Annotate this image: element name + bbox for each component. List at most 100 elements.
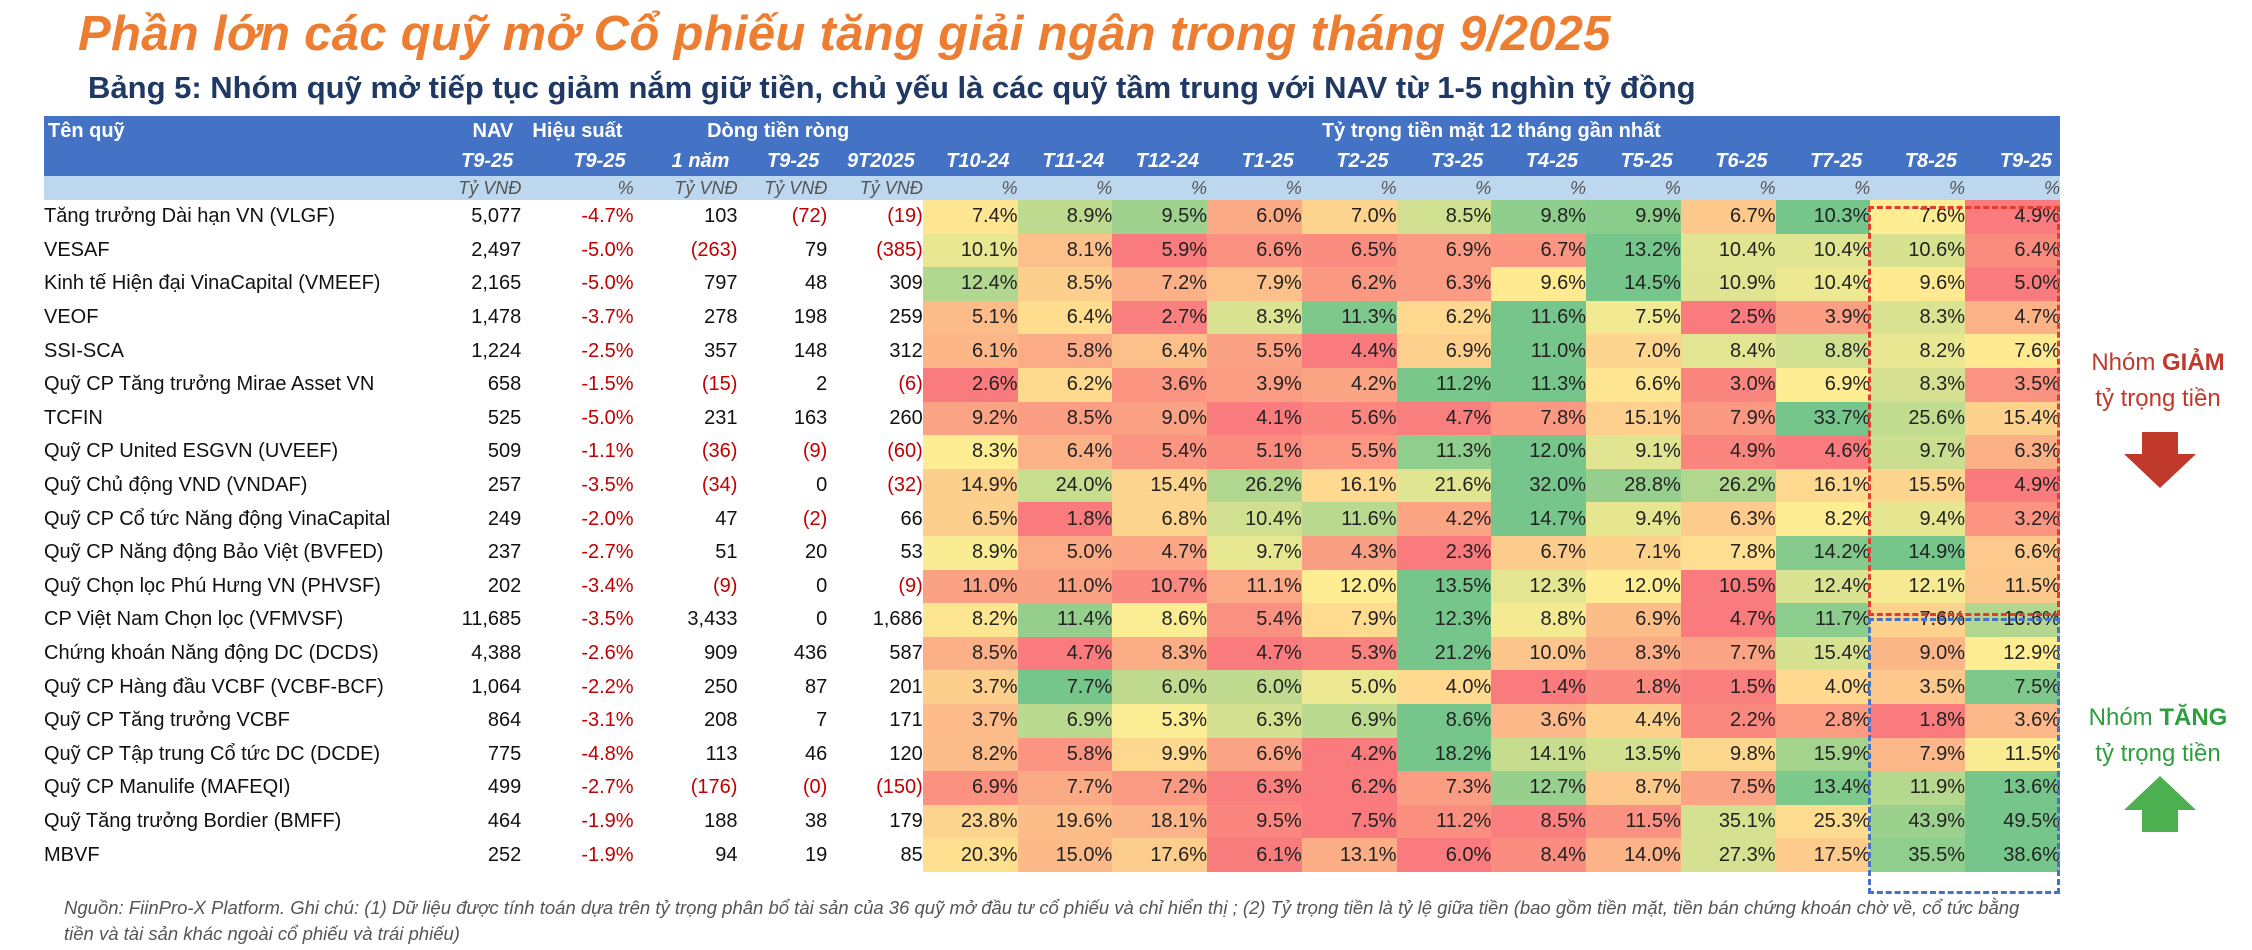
cash-weight-cell: 4.9% xyxy=(1965,468,2060,503)
cash-weight-cell: 10.4% xyxy=(1775,233,1871,268)
flow-1y-cell: (9) xyxy=(713,574,738,597)
cash-weight-cell: 4.3% xyxy=(1301,535,1397,570)
cash-weight-cell: 13.1% xyxy=(1301,838,1397,872)
flow-1y-cell: (34) xyxy=(701,474,738,497)
increase-label-suffix: tỷ trọng tiền xyxy=(2095,740,2221,767)
cash-weight-cell: 6.6% xyxy=(1207,233,1302,268)
decrease-label-bold: GIẢM xyxy=(2162,349,2225,376)
cash-weight-cell: 8.5% xyxy=(922,636,1018,671)
cash-weight-cell: 9.9% xyxy=(1112,737,1208,772)
cash-weight-cell: 4.7% xyxy=(1017,636,1113,671)
cash-weight-cell: 8.5% xyxy=(1017,401,1113,436)
cash-weight-cell: 10.9% xyxy=(1680,267,1776,301)
flow-1y-cell: (36) xyxy=(701,440,738,463)
unit-label-8: % xyxy=(1207,176,1302,200)
fund-name-cell: CP Việt Nam Chọn lọc (VFMVSF) xyxy=(44,608,344,631)
cash-weight-cell: 13.5% xyxy=(1586,737,1681,772)
flow-t9-cell: (2) xyxy=(802,507,828,530)
cash-weight-cell: 14.9% xyxy=(1870,535,1966,570)
fund-name-cell: Kinh tế Hiện đại VinaCapital (VMEEF) xyxy=(44,272,381,295)
cash-weight-cell: 14.5% xyxy=(1586,267,1681,301)
cash-weight-cell: 11.3% xyxy=(1301,300,1397,335)
cash-weight-cell: 6.7% xyxy=(1680,200,1776,234)
cash-weight-cell: 7.8% xyxy=(1680,535,1776,570)
cash-weight-cell: 24.0% xyxy=(1017,468,1113,503)
cash-weight-cell: 18.1% xyxy=(1112,804,1208,839)
cash-weight-cell: 6.3% xyxy=(1965,435,2060,469)
flow-9t-cell: (6) xyxy=(898,373,923,396)
cash-weight-cell: 6.2% xyxy=(1301,771,1397,805)
nav-cell: 252 xyxy=(487,843,522,866)
cash-weight-cell: 26.2% xyxy=(1207,468,1302,503)
cash-weight-cell: 7.3% xyxy=(1396,771,1492,805)
cash-weight-cell: 6.5% xyxy=(1301,233,1397,268)
nav-cell: 202 xyxy=(487,574,522,597)
cash-weight-cell: 7.7% xyxy=(1680,636,1776,671)
header-period-15: T8-25 xyxy=(1870,146,1966,176)
cash-weight-cell: 7.7% xyxy=(1017,670,1113,704)
cash-weight-cell: 13.6% xyxy=(1965,771,2060,805)
header-period-7: T12-24 xyxy=(1112,146,1208,176)
table-row: Quỹ Tăng trưởng Bordier (BMFF) 464 -1.9% 18… xyxy=(44,804,2060,839)
cash-weight-cell: 6.5% xyxy=(922,502,1018,536)
header-nav: NAV xyxy=(434,116,522,146)
flow-9t-cell: (385) xyxy=(876,238,923,261)
cash-weight-cell: 6.9% xyxy=(1396,233,1492,268)
cash-weight-cell: 3.6% xyxy=(1112,367,1208,402)
performance-cell: -1.9% xyxy=(581,843,634,866)
table-row: Quỹ CP Tăng trưởng Mirae Asset VN 658 -1.5… xyxy=(44,367,2060,402)
flow-t9-cell: 38 xyxy=(805,809,828,832)
cash-weight-cell: 12.4% xyxy=(922,267,1018,301)
header-period-4: 9T2025 xyxy=(827,146,923,176)
cash-weight-cell: 6.2% xyxy=(1301,267,1397,301)
flow-9t-cell: 66 xyxy=(900,507,923,530)
increase-label-prefix: Nhóm xyxy=(2088,704,2160,731)
header-period-10: T3-25 xyxy=(1396,146,1492,176)
fund-name-cell: Quỹ CP Cổ tức Năng động VinaCapital xyxy=(44,507,391,530)
unit-label-9: % xyxy=(1301,176,1397,200)
cash-weight-cell: 8.2% xyxy=(922,603,1018,637)
cash-weight-cell: 9.5% xyxy=(1112,200,1208,234)
cash-weight-cell: 43.9% xyxy=(1870,804,1966,839)
flow-9t-cell: 201 xyxy=(889,675,923,698)
cash-weight-cell: 4.2% xyxy=(1301,367,1397,402)
flow-t9-cell: 148 xyxy=(793,339,828,362)
cash-weight-cell: 9.8% xyxy=(1680,737,1776,772)
flow-1y-cell: (263) xyxy=(690,238,738,261)
cash-weight-cell: 9.7% xyxy=(1207,535,1302,570)
header-blank xyxy=(44,146,435,176)
cash-weight-cell: 1.8% xyxy=(1870,703,1966,738)
cash-weight-cell: 15.4% xyxy=(1112,468,1208,503)
nav-cell: 658 xyxy=(487,373,522,396)
cash-weight-cell: 8.7% xyxy=(1586,771,1681,805)
cash-weight-cell: 4.2% xyxy=(1301,737,1397,772)
flow-t9-cell: 2 xyxy=(816,373,828,396)
flow-9t-cell: (60) xyxy=(887,440,923,463)
cash-weight-cell: 12.3% xyxy=(1491,569,1587,604)
page-title: Phần lớn các quỹ mở Cổ phiếu tăng giải n… xyxy=(78,7,1611,61)
fund-name-cell: VEOF xyxy=(44,306,99,329)
flow-t9-cell: 20 xyxy=(805,541,828,564)
cash-weight-cell: 9.4% xyxy=(1586,502,1681,536)
cash-weight-cell: 7.8% xyxy=(1491,401,1587,436)
cash-weight-cell: 10.6% xyxy=(1870,233,1966,268)
nav-cell: 11,685 xyxy=(461,608,522,631)
flow-t9-cell: 198 xyxy=(793,306,828,329)
flow-9t-cell: 312 xyxy=(889,339,923,362)
cash-weight-cell: 2.2% xyxy=(1680,703,1776,738)
unit-label-13: % xyxy=(1680,176,1776,200)
table-row: Kinh tế Hiện đại VinaCapital (VMEEF) 2,16… xyxy=(44,267,2060,301)
flow-t9-cell: (0) xyxy=(802,776,828,799)
fund-name-cell: SSI-SCA xyxy=(44,339,125,362)
cash-weight-cell: 16.1% xyxy=(1301,468,1397,503)
table-row: CP Việt Nam Chọn lọc (VFMVSF) 11,685 -3.5%… xyxy=(44,603,2060,637)
units-blank xyxy=(44,176,435,200)
table-row: Quỹ Chọn lọc Phú Hưng VN (PHVSF) 202 -3.4%… xyxy=(44,569,2060,604)
cash-weight-cell: 7.1% xyxy=(1586,535,1681,570)
flow-9t-cell: 309 xyxy=(889,272,923,295)
performance-cell: -1.9% xyxy=(581,809,634,832)
table-row: Quỹ Chủ động VND (VNDAF) 257 -3.5% (34) 0 (32… xyxy=(44,468,2060,503)
cash-weight-cell: 10.4% xyxy=(1775,267,1871,301)
cash-weight-cell: 5.8% xyxy=(1017,737,1113,772)
cash-weight-cell: 25.3% xyxy=(1775,804,1871,839)
